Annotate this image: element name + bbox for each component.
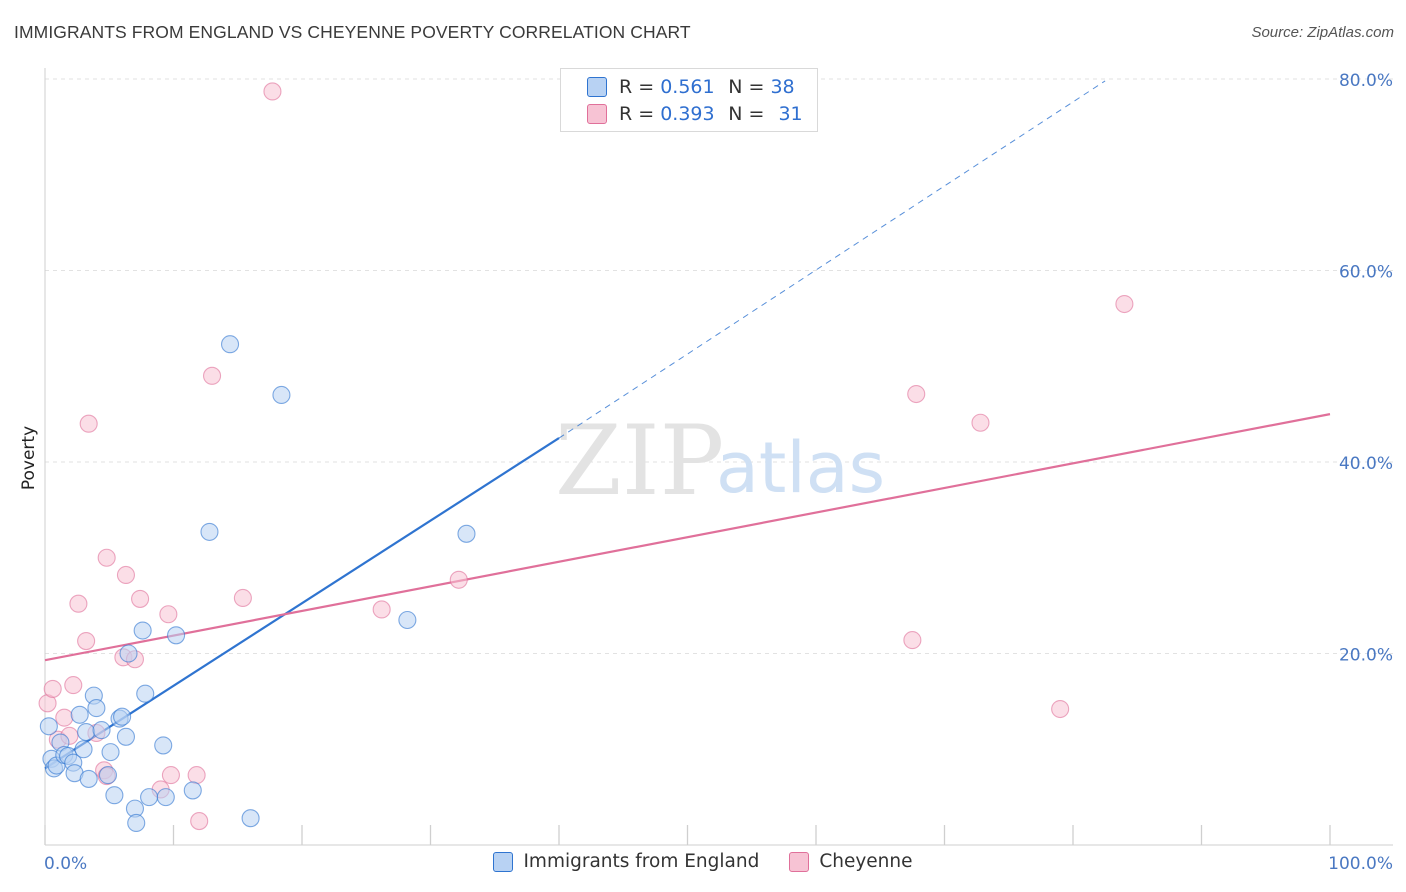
point-england xyxy=(92,721,111,740)
y-tick-label: 40.0% xyxy=(1339,454,1393,474)
legend-r-value: 0.561 xyxy=(660,76,715,98)
point-england xyxy=(119,644,138,663)
point-cheyenne xyxy=(233,588,252,608)
point-england xyxy=(133,621,152,640)
point-england xyxy=(140,788,159,807)
point-cheyenne xyxy=(116,565,136,585)
point-england xyxy=(457,524,476,543)
trend-line-england-extrapolated xyxy=(558,80,1106,439)
legend-item-cheyenne: Cheyenne xyxy=(789,851,913,872)
point-cheyenne xyxy=(69,594,88,613)
point-england xyxy=(200,522,219,541)
point-cheyenne xyxy=(77,632,96,651)
point-england xyxy=(156,788,175,807)
point-england xyxy=(241,809,260,828)
point-cheyenne xyxy=(1051,699,1070,719)
trend-line-cheyenne xyxy=(44,413,1331,662)
tick-labels: 20.0% 40.0% 60.0% 80.0% 0.0% 100.0% xyxy=(44,71,1393,874)
legend-n-label: N = xyxy=(728,103,765,125)
point-cheyenne xyxy=(79,414,98,433)
y-axis-label: Poverty xyxy=(19,426,39,490)
point-cheyenne xyxy=(97,548,116,567)
point-england xyxy=(116,727,136,746)
y-tick-label: 80.0% xyxy=(1339,71,1393,91)
point-cheyenne xyxy=(190,812,209,831)
point-england xyxy=(154,736,173,755)
legend-label-england: Immigrants from England xyxy=(523,851,760,872)
watermark: ZIP atlas xyxy=(555,405,885,517)
chart-title: IMMIGRANTS FROM ENGLAND VS CHEYENNE POVE… xyxy=(14,22,691,42)
y-tick-label: 60.0% xyxy=(1339,263,1393,283)
source-label: Source: ZipAtlas.com xyxy=(1251,24,1394,41)
watermark-atlas: atlas xyxy=(716,427,885,509)
point-cheyenne xyxy=(131,589,150,608)
x-tick-label: 0.0% xyxy=(44,854,87,874)
legend-n-value: 38 xyxy=(770,76,795,98)
point-cheyenne xyxy=(64,676,83,695)
point-england xyxy=(39,717,58,736)
point-england xyxy=(183,781,202,800)
point-england xyxy=(79,769,98,788)
point-cheyenne xyxy=(263,82,282,101)
point-england xyxy=(136,684,155,703)
point-cheyenne xyxy=(907,384,926,404)
legend-row-england: R = 0.561 N = 38 xyxy=(587,74,795,100)
point-england xyxy=(113,707,132,726)
point-england xyxy=(105,786,124,805)
legend-n-value: 31 xyxy=(778,103,803,125)
legend-r-value: 0.393 xyxy=(660,103,715,125)
legend-label-cheyenne: Cheyenne xyxy=(819,851,913,872)
point-england xyxy=(98,766,118,785)
legend-swatch-blue xyxy=(493,851,514,872)
legend-r-label: R = xyxy=(619,103,655,125)
point-england xyxy=(70,705,89,724)
point-england xyxy=(220,335,240,354)
legend-swatch-pink xyxy=(789,851,810,872)
point-cheyenne xyxy=(372,600,391,619)
series-legend: Immigrants from England Cheyenne xyxy=(0,851,1406,872)
point-england xyxy=(127,813,146,833)
point-cheyenne xyxy=(203,366,222,385)
point-cheyenne xyxy=(55,708,74,727)
point-england xyxy=(398,610,417,630)
x-tick-label: 100.0% xyxy=(1328,854,1393,874)
legend-row-cheyenne: R = 0.393 N = 31 xyxy=(587,101,803,127)
point-england xyxy=(101,743,120,762)
point-cheyenne xyxy=(449,570,468,589)
point-cheyenne xyxy=(971,413,990,432)
data-points xyxy=(38,82,1134,833)
legend-n-label: N = xyxy=(728,76,765,98)
point-england xyxy=(77,722,96,742)
axes xyxy=(44,68,1393,846)
point-cheyenne xyxy=(159,605,178,624)
point-england xyxy=(272,385,291,405)
point-england xyxy=(74,740,93,759)
point-cheyenne xyxy=(1115,294,1134,314)
point-cheyenne xyxy=(161,766,180,785)
legend-item-england: Immigrants from England xyxy=(493,851,759,872)
point-cheyenne xyxy=(903,631,922,650)
legend-swatch-pink xyxy=(587,104,607,124)
grid-lines xyxy=(45,78,1393,654)
point-england xyxy=(87,699,106,718)
trend-lines xyxy=(44,80,1331,770)
point-cheyenne xyxy=(187,766,206,785)
trend-line-england xyxy=(44,437,560,770)
legend-swatch-blue xyxy=(587,77,607,97)
y-tick-label: 20.0% xyxy=(1339,646,1393,666)
legend-r-label: R = xyxy=(619,76,655,98)
point-england xyxy=(167,626,186,645)
point-cheyenne xyxy=(43,679,62,698)
watermark-zip: ZIP xyxy=(555,405,724,517)
correlation-legend: R = 0.561 N = 38 R = 0.393 N = 31 xyxy=(560,68,818,132)
